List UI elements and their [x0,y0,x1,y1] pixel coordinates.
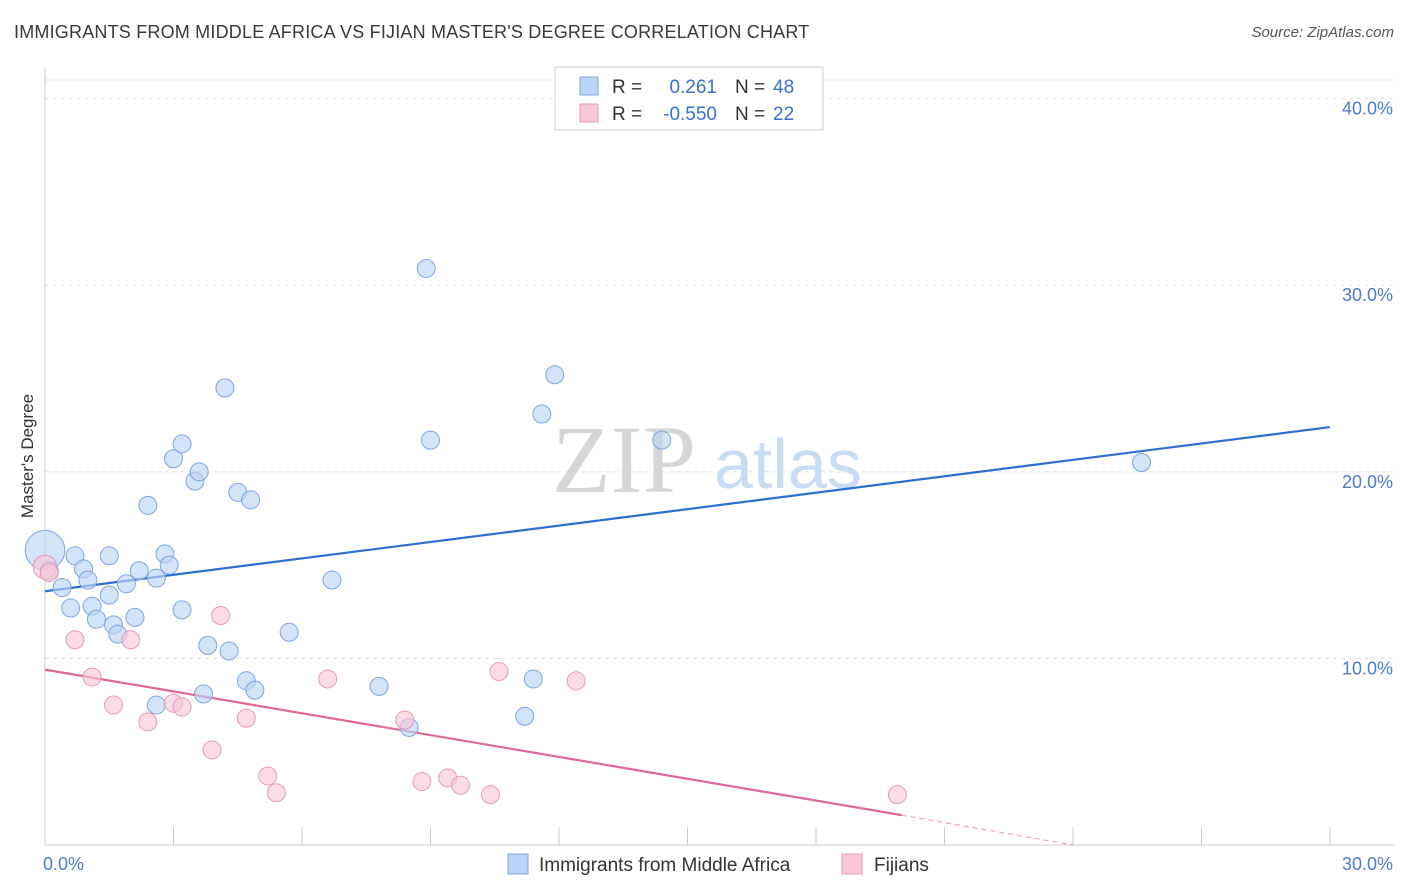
point-pink-16 [412,772,432,792]
y-axis-title: Master's Degree [18,394,37,518]
point-blue-16 [138,495,158,515]
chart-title: IMMIGRANTS FROM MIDDLE AFRICA VS FIJIAN … [14,22,810,42]
trend-line-pink [44,668,902,817]
point-blue-2 [52,578,72,598]
point-pink-4 [104,695,124,715]
legend-n-label-pink: N = [735,104,765,125]
point-blue-23 [172,600,192,620]
point-blue-39 [421,430,440,450]
point-blue-41 [523,669,543,689]
point-blue-13 [116,574,136,594]
point-blue-21 [164,449,183,469]
points-layer [24,258,1152,805]
point-blue-42 [532,404,552,424]
point-blue-8 [86,609,106,629]
y-tick-label-30: 30.0% [1342,285,1393,305]
point-blue-28 [215,378,235,398]
point-blue-10 [99,585,119,605]
point-pink-2 [65,630,85,650]
legend-n-label-blue: N = [735,77,765,98]
x-tick-label-max: 30.0% [1342,854,1393,874]
point-blue-40 [515,706,535,726]
legend-n-value-blue: 48 [773,77,794,98]
point-pink-1 [39,563,59,583]
point-blue-14 [125,607,145,627]
axes-layer [44,68,1395,846]
point-pink-8 [172,697,192,717]
legend-n-value-pink: 22 [773,104,794,125]
point-blue-36 [369,676,389,696]
x-tick-label-min: 0.0% [43,854,84,874]
point-pink-12 [258,766,278,786]
point-blue-6 [78,570,98,590]
legend-r-label-pink: R = [612,104,642,125]
point-pink-19 [480,785,500,805]
legend-r-label-blue: R = [612,77,642,98]
point-blue-20 [159,555,179,575]
point-blue-15 [129,561,149,581]
point-blue-25 [189,462,209,482]
point-pink-13 [266,783,286,803]
bottom-legend-label-pink: Fijians [874,855,929,876]
point-blue-35 [322,570,342,590]
point-blue-34 [279,622,299,642]
legend-swatch-pink [579,103,599,123]
legend-r-value-blue: 0.261 [669,77,717,98]
point-blue-45 [1132,453,1152,472]
point-pink-11 [236,708,256,728]
bottom-legend: Immigrants from Middle Africa Fijians [507,853,929,876]
legend-r-value-pink: -0.550 [663,104,717,125]
point-blue-27 [198,635,218,655]
point-pink-6 [138,712,158,732]
trend-line-blue [44,425,1331,593]
y-tick-label-40: 40.0% [1342,99,1393,119]
y-tick-label-20: 20.0% [1342,472,1393,492]
grid-layer [45,79,1395,659]
top-legend-frame [554,66,824,131]
point-pink-15 [395,710,415,730]
top-legend: R = 0.261 N = 48 R = -0.550 N = 22 [554,66,824,131]
point-blue-44 [652,430,672,450]
point-blue-3 [61,598,81,618]
watermark-zip: ZIP [552,406,696,513]
watermark: ZIP atlas [552,406,862,513]
legend-swatch-blue [579,76,599,96]
bottom-legend-swatch-blue [507,853,529,875]
trend-layer [44,425,1331,846]
point-blue-26 [193,684,213,704]
watermark-atlas: atlas [714,425,862,503]
point-pink-22 [887,785,907,805]
trend-line-pink-extension [901,814,1074,846]
point-blue-33 [245,680,265,700]
point-pink-20 [489,661,509,681]
source-credit: Source: ZipAtlas.com [1251,24,1394,41]
point-pink-18 [450,775,470,795]
point-pink-3 [82,667,102,687]
bottom-legend-swatch-pink [841,853,863,875]
point-blue-17 [146,568,166,588]
point-blue-9 [99,546,119,566]
point-pink-14 [318,669,338,689]
point-blue-18 [146,695,166,715]
point-pink-9 [202,740,222,760]
point-blue-38 [416,258,436,278]
point-blue-22 [172,434,192,454]
point-blue-29 [219,641,239,661]
point-blue-43 [545,365,565,385]
point-pink-21 [566,671,586,691]
y-tick-label-10: 10.0% [1342,658,1393,678]
bottom-legend-label-blue: Immigrants from Middle Africa [539,855,791,876]
point-blue-32 [241,490,261,510]
point-pink-5 [121,630,141,650]
point-pink-10 [211,606,231,625]
